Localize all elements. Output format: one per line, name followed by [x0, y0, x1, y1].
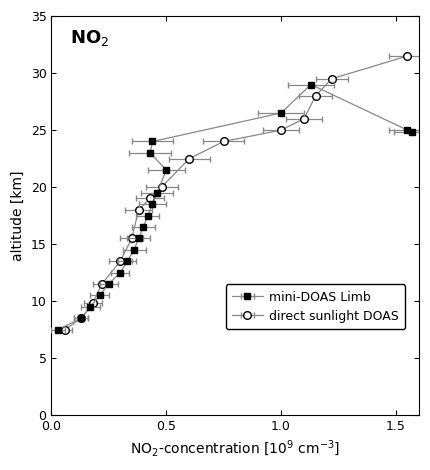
- Y-axis label: altitude [km]: altitude [km]: [11, 170, 25, 261]
- Legend: mini-DOAS Limb, direct sunlight DOAS: mini-DOAS Limb, direct sunlight DOAS: [226, 284, 405, 329]
- X-axis label: NO$_2$-concentration [10$^9$ cm$^{-3}$]: NO$_2$-concentration [10$^9$ cm$^{-3}$]: [130, 439, 340, 459]
- Text: NO$_2$: NO$_2$: [70, 28, 109, 48]
